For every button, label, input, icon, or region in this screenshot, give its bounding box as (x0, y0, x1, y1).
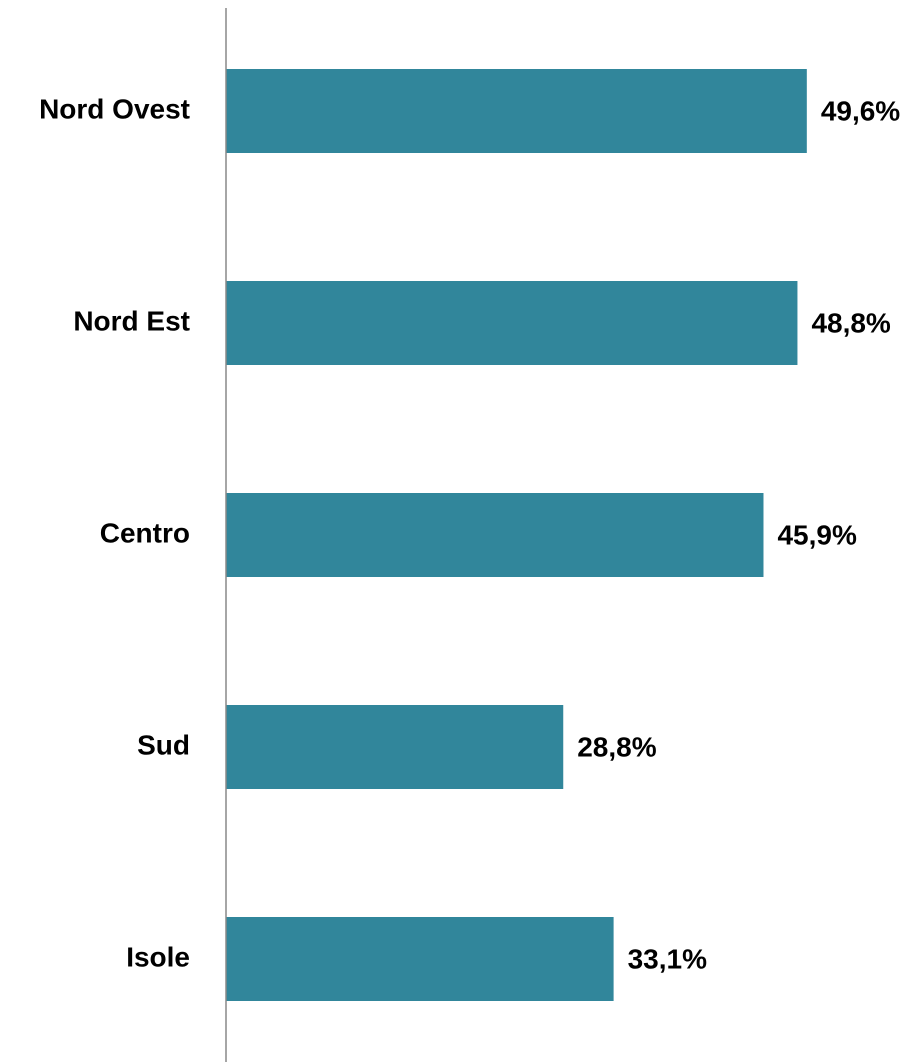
y-tick-label: Isole (126, 941, 190, 972)
bar (226, 705, 564, 789)
y-tick-label: Nord Est (73, 305, 190, 336)
value-label: 45,9% (777, 519, 856, 550)
bar (226, 69, 807, 153)
value-label: 28,8% (577, 731, 656, 762)
value-label: 33,1% (628, 943, 707, 974)
y-tick-label: Nord Ovest (39, 93, 190, 124)
y-tick-label: Centro (100, 517, 190, 548)
bar (226, 493, 764, 577)
value-label: 49,6% (821, 95, 900, 126)
bar (226, 281, 798, 365)
y-tick-label: Sud (137, 729, 190, 760)
bar (226, 917, 614, 1001)
value-label: 48,8% (811, 307, 890, 338)
